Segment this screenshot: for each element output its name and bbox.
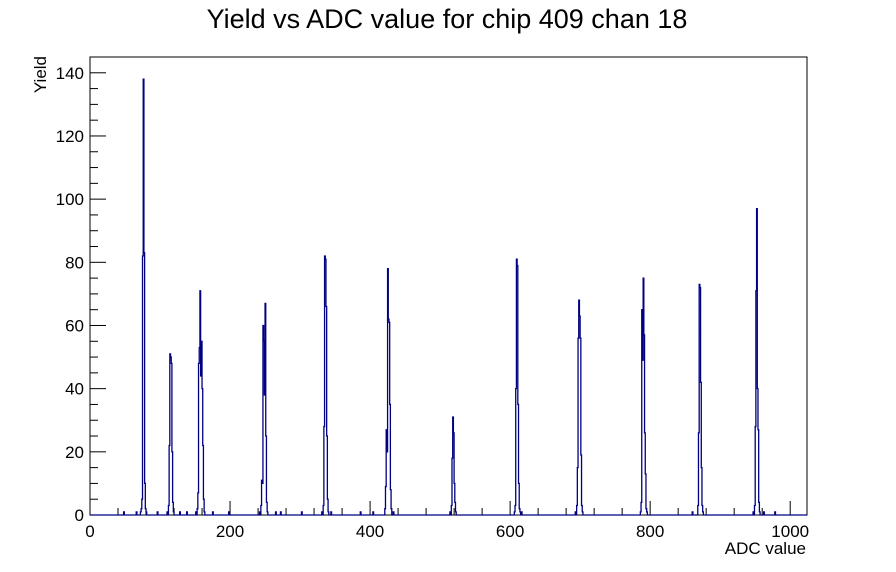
y-tick-label: 60 [65, 316, 84, 335]
x-axis-label: ADC value [725, 539, 806, 558]
x-tick-label: 200 [216, 522, 244, 541]
y-tick-label: 100 [56, 190, 84, 209]
y-axis-label: Yield [31, 56, 50, 93]
y-tick-label: 120 [56, 127, 84, 146]
x-tick-label: 1000 [771, 522, 809, 541]
y-tick-label: 140 [56, 64, 84, 83]
y-axis: 0 20 40 60 80 100 120 140 [56, 64, 106, 525]
y-tick-label: 80 [65, 253, 84, 272]
y-tick-label: 40 [65, 380, 84, 399]
x-tick-label: 0 [85, 522, 94, 541]
x-tick-label: 800 [636, 522, 664, 541]
x-tick-label: 600 [496, 522, 524, 541]
y-tick-label: 0 [75, 506, 84, 525]
y-tick-label: 20 [65, 443, 84, 462]
histogram-series-line [90, 78, 807, 516]
x-tick-label: 400 [356, 522, 384, 541]
chart-title: Yield vs ADC value for chip 409 chan 18 [207, 4, 688, 34]
x-axis: 0 200 400 600 800 1000 [85, 501, 809, 541]
